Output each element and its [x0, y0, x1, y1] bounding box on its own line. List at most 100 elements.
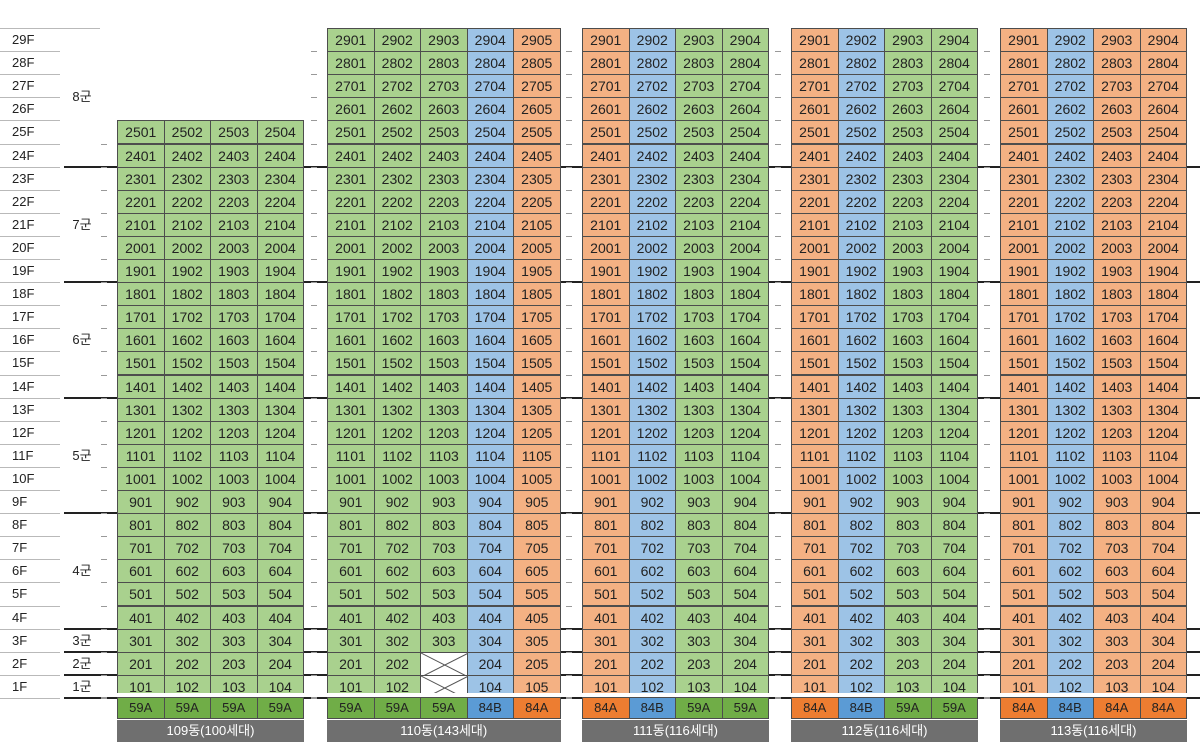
unit-cell[interactable]: 1804: [1139, 282, 1187, 307]
unit-cell-empty[interactable]: [420, 651, 469, 677]
unit-cell[interactable]: 2901: [791, 28, 839, 53]
unit-cell[interactable]: 902: [373, 490, 421, 515]
unit-cell[interactable]: 1104: [1139, 443, 1187, 468]
unit-cell[interactable]: 2703: [420, 74, 468, 99]
unit-cell[interactable]: 502: [837, 582, 885, 607]
unit-cell[interactable]: 2301: [327, 166, 375, 191]
unit-cell[interactable]: 2701: [582, 74, 630, 99]
unit-cell[interactable]: 403: [675, 605, 723, 630]
unit-cell[interactable]: 2503: [884, 120, 932, 145]
unit-cell[interactable]: 2101: [582, 212, 630, 237]
unit-cell[interactable]: 1002: [628, 466, 676, 491]
unit-cell[interactable]: 2303: [210, 166, 258, 191]
unit-cell[interactable]: 1702: [1046, 305, 1094, 330]
unit-cell[interactable]: 903: [420, 490, 468, 515]
unit-cell[interactable]: 2701: [791, 74, 839, 99]
unit-cell[interactable]: 1601: [791, 328, 839, 353]
unit-cell[interactable]: 1102: [628, 443, 676, 468]
unit-cell[interactable]: 503: [884, 582, 932, 607]
unit-cell[interactable]: 803: [1093, 513, 1141, 538]
unit-cell[interactable]: 805: [513, 513, 561, 538]
unit-cell[interactable]: 2105: [513, 212, 561, 237]
unit-cell[interactable]: 1602: [1046, 328, 1094, 353]
unit-cell[interactable]: 1104: [721, 443, 769, 468]
unit-cell[interactable]: 601: [582, 559, 630, 584]
unit-cell[interactable]: 1504: [721, 351, 769, 376]
unit-cell[interactable]: 2003: [884, 235, 932, 260]
unit-cell[interactable]: 303: [210, 628, 258, 653]
unit-cell[interactable]: 2801: [582, 51, 630, 76]
unit-cell[interactable]: 1304: [721, 397, 769, 422]
unit-cell[interactable]: 2203: [675, 189, 723, 214]
unit-cell[interactable]: 2203: [210, 189, 258, 214]
unit-cell[interactable]: 2402: [1046, 143, 1094, 168]
unit-cell[interactable]: 503: [210, 582, 258, 607]
unit-cell[interactable]: 2501: [1000, 120, 1048, 145]
unit-cell[interactable]: 1802: [163, 282, 211, 307]
unit-cell[interactable]: 1604: [1139, 328, 1187, 353]
unit-cell[interactable]: 1303: [1093, 397, 1141, 422]
unit-cell[interactable]: 2704: [466, 74, 514, 99]
unit-cell[interactable]: 804: [721, 513, 769, 538]
unit-cell[interactable]: 603: [675, 559, 723, 584]
unit-cell[interactable]: 2304: [256, 166, 304, 191]
unit-cell[interactable]: 1302: [373, 397, 421, 422]
unit-cell[interactable]: 2203: [884, 189, 932, 214]
unit-cell[interactable]: 401: [1000, 605, 1048, 630]
unit-cell[interactable]: 2401: [117, 143, 165, 168]
unit-cell[interactable]: 2001: [791, 235, 839, 260]
unit-cell[interactable]: 2101: [1000, 212, 1048, 237]
unit-cell[interactable]: 604: [256, 559, 304, 584]
unit-cell[interactable]: 1903: [210, 259, 258, 284]
unit-cell[interactable]: 2103: [1093, 212, 1141, 237]
unit-cell[interactable]: 2201: [582, 189, 630, 214]
unit-cell[interactable]: 1702: [373, 305, 421, 330]
unit-cell[interactable]: 1004: [466, 466, 514, 491]
unit-cell[interactable]: 304: [466, 628, 514, 653]
unit-cell[interactable]: 604: [721, 559, 769, 584]
unit-cell[interactable]: 2502: [837, 120, 885, 145]
unit-cell[interactable]: 804: [1139, 513, 1187, 538]
unit-cell[interactable]: 2004: [256, 235, 304, 260]
unit-cell[interactable]: 903: [675, 490, 723, 515]
unit-cell[interactable]: 2303: [420, 166, 468, 191]
unit-cell[interactable]: 1804: [721, 282, 769, 307]
unit-cell[interactable]: 901: [327, 490, 375, 515]
unit-cell[interactable]: 801: [582, 513, 630, 538]
unit-cell[interactable]: 1803: [210, 282, 258, 307]
unit-cell[interactable]: 1704: [721, 305, 769, 330]
unit-cell[interactable]: 404: [256, 605, 304, 630]
unit-cell[interactable]: 2205: [513, 189, 561, 214]
unit-cell[interactable]: 703: [1093, 536, 1141, 561]
unit-cell[interactable]: 904: [930, 490, 978, 515]
unit-cell[interactable]: 301: [582, 628, 630, 653]
unit-cell[interactable]: 2801: [327, 51, 375, 76]
unit-cell[interactable]: 2601: [327, 97, 375, 122]
unit-cell[interactable]: 2802: [837, 51, 885, 76]
unit-cell[interactable]: 903: [884, 490, 932, 515]
unit-cell[interactable]: 702: [373, 536, 421, 561]
unit-cell[interactable]: 1801: [327, 282, 375, 307]
unit-cell[interactable]: 802: [163, 513, 211, 538]
unit-cell[interactable]: 1903: [420, 259, 468, 284]
unit-cell[interactable]: 1804: [930, 282, 978, 307]
unit-cell[interactable]: 801: [1000, 513, 1048, 538]
unit-cell[interactable]: 803: [675, 513, 723, 538]
unit-cell[interactable]: 1402: [837, 374, 885, 399]
unit-cell[interactable]: 2101: [791, 212, 839, 237]
unit-cell[interactable]: 402: [628, 605, 676, 630]
unit-cell[interactable]: 1801: [1000, 282, 1048, 307]
unit-cell[interactable]: 1303: [884, 397, 932, 422]
unit-cell[interactable]: 201: [791, 651, 839, 676]
unit-cell[interactable]: 2002: [163, 235, 211, 260]
unit-cell[interactable]: 2503: [675, 120, 723, 145]
unit-cell[interactable]: 2004: [930, 235, 978, 260]
unit-cell[interactable]: 802: [628, 513, 676, 538]
unit-cell[interactable]: 2403: [884, 143, 932, 168]
unit-cell[interactable]: 301: [117, 628, 165, 653]
unit-cell[interactable]: 2802: [628, 51, 676, 76]
unit-cell[interactable]: 1205: [513, 420, 561, 445]
unit-cell[interactable]: 1203: [675, 420, 723, 445]
unit-cell[interactable]: 1004: [256, 466, 304, 491]
unit-cell[interactable]: 1801: [791, 282, 839, 307]
